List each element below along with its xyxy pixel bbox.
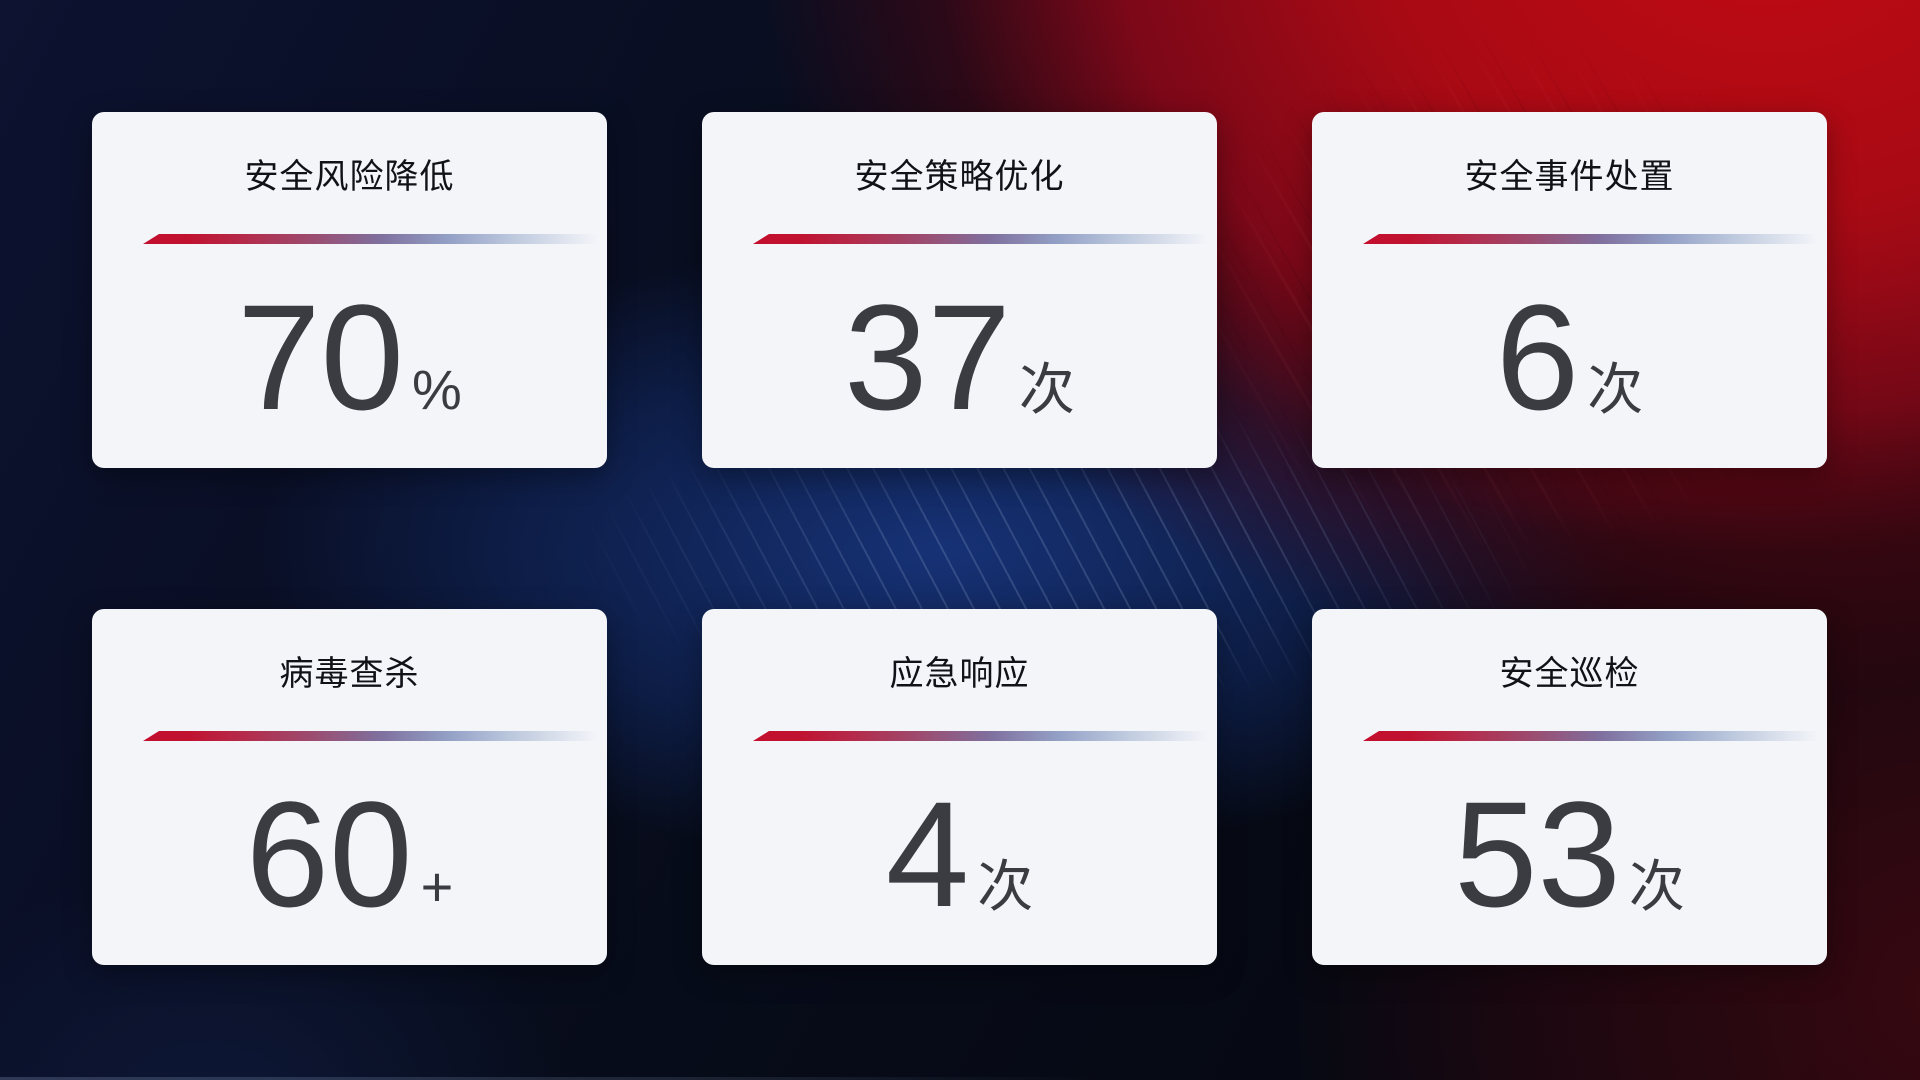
- stat-value: 4: [885, 770, 970, 938]
- stats-grid: 安全风险降低 70 % 安全策略优化 37 次 安全事件处置 6 次 病毒查: [92, 112, 1827, 965]
- stat-value-row: 70 %: [237, 282, 462, 432]
- stat-card-emergency-response: 应急响应 4 次: [702, 609, 1217, 965]
- stat-unit: +: [420, 855, 454, 918]
- stat-card-title: 安全策略优化: [854, 158, 1065, 196]
- stat-value-row: 53 次: [1454, 779, 1685, 929]
- gradient-divider: [1363, 731, 1818, 741]
- stat-unit: 次: [1628, 855, 1685, 918]
- stat-value: 6: [1495, 273, 1580, 441]
- stat-value: 60: [245, 770, 413, 938]
- stat-card-policy-optimization: 安全策略优化 37 次: [702, 112, 1217, 468]
- stat-unit: 次: [1018, 358, 1075, 421]
- stat-card-title: 安全事件处置: [1464, 158, 1675, 196]
- stat-card-virus-scan: 病毒查杀 60 +: [92, 609, 607, 965]
- gradient-divider: [1363, 234, 1818, 244]
- stat-card-title: 病毒查杀: [279, 655, 420, 693]
- stat-card-security-inspection: 安全巡检 53 次: [1312, 609, 1827, 965]
- stat-value: 53: [1454, 770, 1621, 938]
- stat-unit: 次: [1587, 358, 1644, 421]
- gradient-divider: [143, 731, 598, 741]
- stat-value: 70: [237, 273, 405, 441]
- stat-value-row: 4 次: [886, 779, 1033, 929]
- stat-card-title: 安全巡检: [1499, 655, 1640, 693]
- stat-value-row: 60 +: [246, 779, 454, 929]
- gradient-divider: [753, 731, 1208, 741]
- stat-card-title: 应急响应: [889, 655, 1030, 693]
- stat-card-title: 安全风险降低: [244, 158, 455, 196]
- gradient-divider: [753, 234, 1208, 244]
- stat-unit: %: [412, 358, 462, 421]
- stat-value-row: 6 次: [1496, 282, 1643, 432]
- stat-card-risk-reduction: 安全风险降低 70 %: [92, 112, 607, 468]
- stat-value-row: 37 次: [844, 282, 1075, 432]
- bottom-edge-highlight: [0, 1077, 1100, 1080]
- gradient-divider: [143, 234, 598, 244]
- stat-card-incident-handling: 安全事件处置 6 次: [1312, 112, 1827, 468]
- stat-value: 37: [844, 273, 1011, 441]
- stat-unit: 次: [977, 855, 1034, 918]
